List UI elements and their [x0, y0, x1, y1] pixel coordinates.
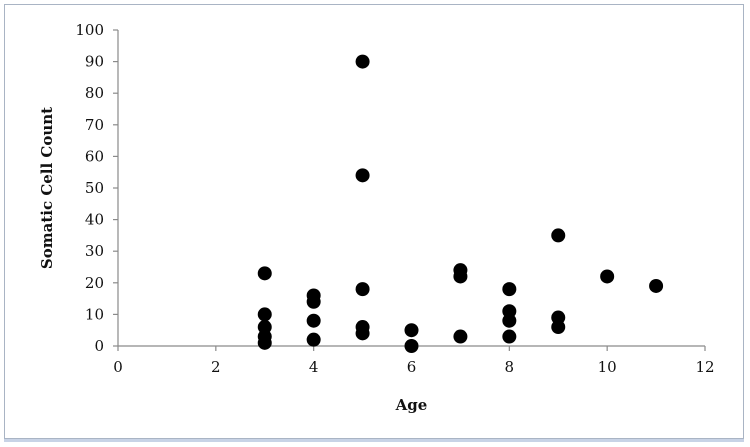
- y-tick-label: 0: [94, 337, 104, 355]
- data-point: [600, 269, 615, 284]
- y-tick-label: 40: [85, 211, 104, 229]
- data-point: [502, 313, 517, 328]
- data-points: [257, 54, 664, 353]
- data-point: [355, 168, 370, 183]
- y-tick-label: 90: [85, 53, 104, 71]
- x-axis-title: Age: [395, 396, 428, 414]
- y-tick-label: 70: [85, 116, 104, 134]
- data-point: [306, 313, 321, 328]
- x-tick-label: 4: [309, 358, 319, 376]
- data-point: [404, 339, 419, 353]
- data-point: [453, 329, 468, 344]
- data-point: [649, 278, 664, 293]
- y-tick-label: 30: [85, 242, 104, 260]
- data-point: [355, 282, 370, 297]
- data-point: [257, 266, 272, 281]
- x-tick-label: 2: [211, 358, 221, 376]
- data-point: [257, 335, 272, 350]
- y-tick-label: 100: [75, 21, 104, 39]
- data-point: [502, 329, 517, 344]
- x-tick-label: 12: [695, 358, 714, 376]
- y-tick-label: 50: [85, 179, 104, 197]
- axes: [117, 30, 705, 347]
- y-tick-label: 10: [85, 305, 104, 323]
- data-point: [306, 332, 321, 347]
- x-tick-label: 0: [113, 358, 123, 376]
- y-axis-title: Somatic Cell Count: [38, 107, 56, 269]
- data-point: [306, 294, 321, 309]
- data-point: [404, 323, 419, 338]
- chart-frame: [4, 4, 744, 439]
- data-point: [453, 269, 468, 284]
- y-tick-label: 80: [85, 84, 104, 102]
- data-point: [355, 326, 370, 341]
- data-point: [551, 228, 566, 243]
- y-tick-label: 20: [85, 274, 104, 292]
- data-point: [502, 282, 517, 297]
- data-point: [551, 320, 566, 335]
- x-tick-label: 10: [598, 358, 617, 376]
- x-tick-label: 8: [505, 358, 515, 376]
- x-tick-label: 6: [407, 358, 417, 376]
- y-axis-ticks: 0 10 20 30 40 50 60 70 80 90 100: [75, 21, 118, 355]
- y-tick-label: 60: [85, 147, 104, 165]
- data-point: [257, 307, 272, 322]
- data-point: [355, 54, 370, 69]
